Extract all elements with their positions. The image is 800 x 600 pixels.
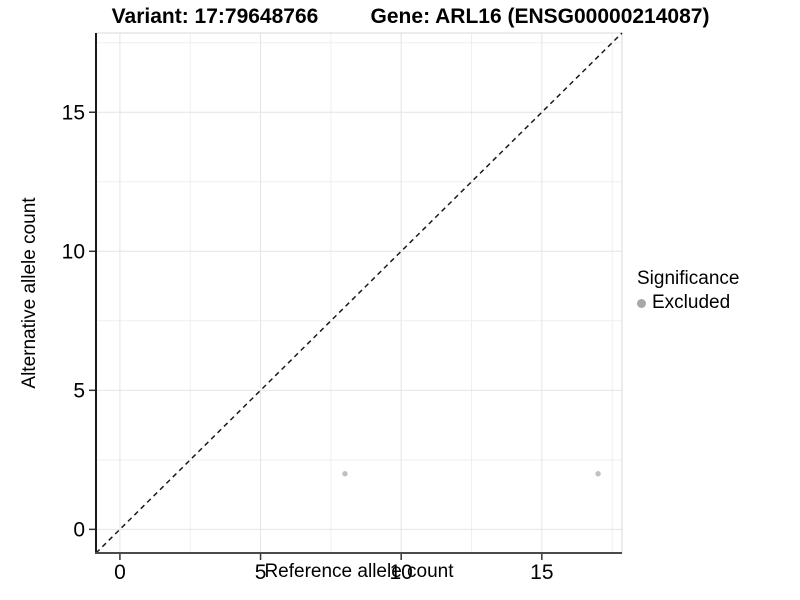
y-tick-label: 15 [62, 101, 85, 124]
y-tick-label: 0 [73, 518, 85, 541]
legend: Significance Excluded [637, 268, 739, 314]
data-point [342, 471, 348, 477]
identity-line [95, 32, 623, 554]
x-tick-label: 15 [530, 561, 553, 584]
legend-item: Excluded [637, 292, 739, 314]
y-tick-label: 5 [73, 379, 85, 402]
x-tick-label: 0 [114, 561, 126, 584]
y-axis-title: Alternative allele count [19, 197, 40, 389]
x-tick-label: 10 [390, 561, 413, 584]
y-tick-label: 10 [62, 240, 85, 263]
plot-title-variant: Variant: 17:79648766 [111, 5, 319, 28]
x-axis-title: Reference allele count [264, 561, 454, 582]
plot-title-gene: Gene: ARL16 (ENSG00000214087) [370, 5, 710, 28]
legend-title: Significance [637, 268, 740, 289]
legend-item-label: Excluded [652, 292, 731, 313]
legend-key-dot [637, 298, 646, 308]
data-point [595, 471, 601, 477]
x-tick-label: 5 [255, 561, 267, 584]
